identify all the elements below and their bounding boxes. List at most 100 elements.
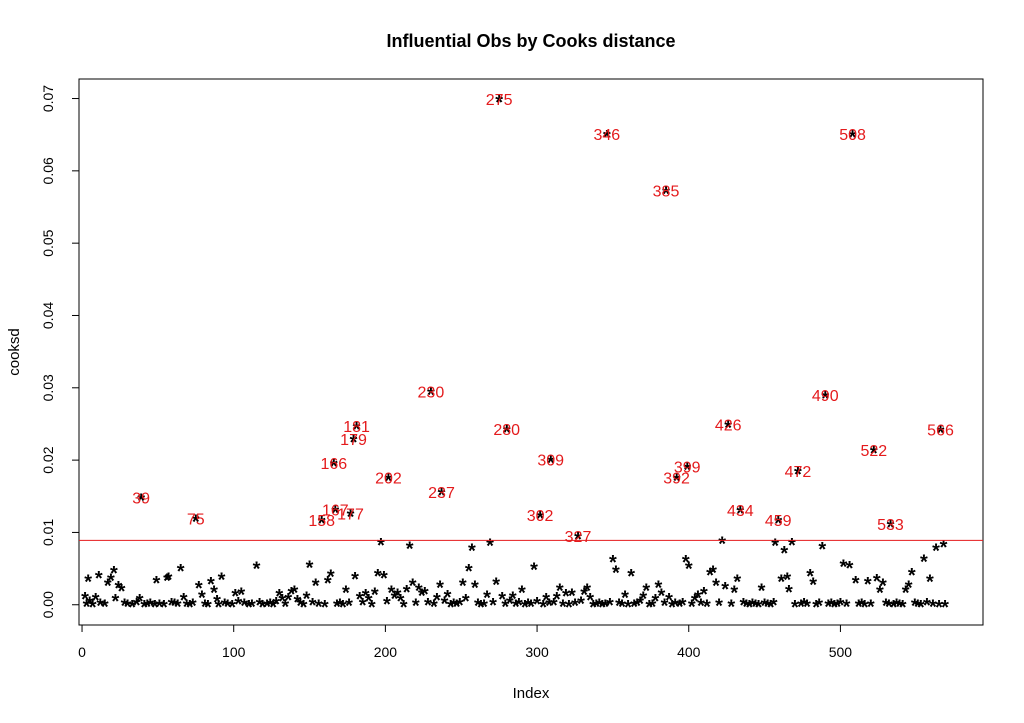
data-point: *: [706, 565, 714, 587]
data-point: *: [347, 507, 355, 529]
data-point: *: [294, 592, 302, 614]
point-label: 302: [527, 508, 554, 525]
data-point: *: [595, 596, 603, 618]
data-point: *: [86, 593, 94, 615]
data-point: *: [92, 590, 100, 612]
data-point: *: [827, 596, 835, 618]
data-point: *: [391, 588, 399, 610]
data-point: *: [815, 596, 823, 618]
data-point: *: [639, 588, 647, 610]
data-point: *: [803, 596, 811, 618]
data-point: *: [368, 597, 376, 619]
data-point: *: [764, 596, 772, 618]
data-point: *: [155, 596, 163, 618]
data-point: *: [697, 596, 705, 618]
data-point: *: [777, 572, 785, 594]
data-point: *: [770, 595, 778, 617]
data-point: *: [758, 580, 766, 602]
data-point: *: [821, 388, 829, 410]
data-point: *: [266, 596, 274, 618]
data-point: *: [201, 596, 209, 618]
data-point: *: [733, 572, 741, 594]
data-points: ****************************************…: [81, 92, 949, 619]
data-point: *: [424, 595, 432, 617]
data-point: *: [503, 422, 511, 444]
data-point: *: [245, 597, 253, 619]
data-point: *: [609, 552, 617, 574]
data-point: *: [146, 596, 154, 618]
data-point: *: [237, 585, 245, 607]
data-point: *: [96, 596, 104, 618]
point-label: 490: [812, 388, 839, 405]
data-point: *: [917, 597, 925, 619]
x-axis-label: Index: [513, 685, 550, 702]
data-point: *: [524, 596, 532, 618]
data-point: *: [477, 597, 485, 619]
data-point: *: [447, 597, 455, 619]
data-point: *: [533, 594, 541, 616]
data-point: *: [867, 596, 875, 618]
data-point: *: [287, 584, 295, 606]
data-point: *: [840, 557, 848, 579]
data-point: *: [374, 566, 382, 588]
data-point: *: [418, 585, 426, 607]
data-point: *: [483, 588, 491, 610]
data-point: *: [580, 585, 588, 607]
point-label: 426: [715, 418, 742, 435]
data-point: *: [356, 589, 364, 611]
data-point: *: [694, 588, 702, 610]
data-point: *: [248, 596, 256, 618]
data-point: *: [151, 597, 159, 619]
data-point: *: [797, 596, 805, 618]
data-point: *: [846, 558, 854, 580]
data-point: *: [941, 597, 949, 619]
data-point: *: [530, 559, 538, 581]
data-point: *: [621, 588, 629, 610]
data-point: *: [394, 585, 402, 607]
data-point: *: [471, 578, 479, 600]
data-point: *: [309, 595, 317, 617]
data-point: *: [929, 596, 937, 618]
point-label: 399: [674, 460, 701, 477]
point-label: 179: [340, 432, 367, 449]
data-point: *: [742, 596, 750, 618]
data-point: *: [430, 596, 438, 618]
x-tick-label: 400: [677, 644, 701, 660]
point-label: 327: [565, 529, 592, 546]
data-point: *: [683, 460, 691, 482]
point-label: 181: [343, 419, 370, 436]
data-point: *: [771, 536, 779, 558]
data-point: *: [550, 595, 558, 617]
data-point: *: [852, 573, 860, 595]
data-point: *: [780, 543, 788, 565]
data-point: *: [331, 502, 339, 524]
data-point: *: [215, 597, 223, 619]
data-point: *: [89, 597, 97, 619]
x-tick-label: 500: [829, 644, 853, 660]
data-point: *: [598, 597, 606, 619]
data-point: *: [278, 591, 286, 613]
data-point: *: [118, 581, 126, 603]
data-point: *: [809, 575, 817, 597]
data-point: *: [137, 491, 145, 513]
data-point: *: [685, 559, 693, 581]
y-tick-label: 0.05: [40, 229, 56, 256]
data-point: *: [899, 597, 907, 619]
data-point: *: [774, 513, 782, 535]
data-point: *: [450, 596, 458, 618]
data-point: *: [421, 584, 429, 606]
data-point: *: [606, 595, 614, 617]
data-point: *: [812, 597, 820, 619]
data-point: *: [914, 596, 922, 618]
data-point: *: [495, 92, 503, 114]
data-point: *: [624, 597, 632, 619]
data-point: *: [767, 597, 775, 619]
data-point: *: [893, 596, 901, 618]
data-point: *: [480, 596, 488, 618]
point-label: 522: [860, 443, 887, 460]
data-point: *: [691, 591, 699, 613]
x-tick-label: 200: [374, 644, 398, 660]
data-point: *: [436, 578, 444, 600]
data-point: *: [612, 562, 620, 584]
